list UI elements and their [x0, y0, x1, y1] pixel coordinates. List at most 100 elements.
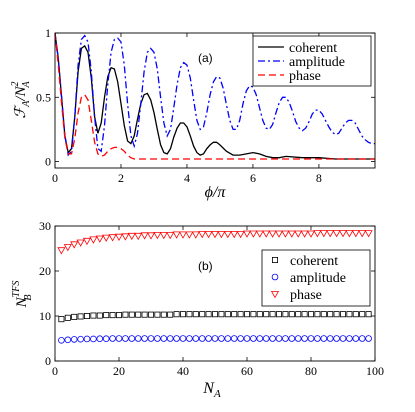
data-point-coherent [320, 311, 327, 318]
data-point-phase [57, 247, 66, 255]
data-point-coherent [103, 312, 110, 319]
panel-a-x-axis-label: ϕ/π [205, 184, 227, 201]
data-point-amplitude [192, 335, 200, 342]
data-point-phase [345, 230, 354, 238]
data-point-amplitude [109, 335, 116, 342]
data-point-phase [287, 230, 296, 238]
data-point-coherent [231, 311, 238, 318]
data-point-amplitude [198, 335, 206, 342]
data-point-phase [82, 237, 92, 246]
panel-a-ylabel-main: ℱ [13, 104, 29, 119]
data-point-amplitude [70, 336, 78, 343]
data-point-coherent [186, 311, 193, 318]
data-point-phase [364, 230, 373, 238]
data-point-coherent [263, 311, 270, 318]
data-point-phase [281, 230, 290, 238]
panel-b-ticks: 0 20 40 60 80 100 0 10 20 30 [39, 219, 384, 378]
data-point-amplitude [275, 335, 283, 342]
data-point-phase [191, 231, 200, 239]
y-tick-label: 1 [45, 26, 51, 40]
x-tick-label: 80 [305, 364, 317, 378]
data-point-coherent [237, 311, 244, 318]
data-point-phase [127, 232, 136, 241]
data-point-phase [63, 244, 72, 252]
data-point-coherent [116, 312, 123, 319]
panel-a-frame [54, 32, 376, 169]
x-tick-label: 4 [184, 171, 190, 185]
data-point-coherent [90, 312, 97, 319]
data-point-coherent [160, 311, 167, 318]
data-point-coherent [58, 316, 65, 323]
data-point-amplitude [320, 335, 328, 342]
data-point-phase [313, 230, 322, 238]
legend-marker-phase [270, 290, 280, 299]
data-point-amplitude [218, 335, 225, 342]
data-point-coherent [199, 311, 206, 318]
data-point-coherent [173, 311, 180, 318]
data-point-amplitude [128, 335, 136, 342]
data-point-amplitude [160, 335, 168, 342]
y-tick-label: 20 [39, 264, 51, 278]
data-point-amplitude [173, 335, 180, 342]
data-point-coherent [327, 311, 334, 318]
data-point-coherent [64, 314, 71, 321]
data-point-phase [89, 236, 98, 244]
data-point-amplitude [326, 335, 334, 342]
data-point-coherent [295, 311, 302, 318]
data-point-phase [338, 230, 348, 238]
x-tick-label: 100 [366, 364, 384, 378]
data-point-coherent [154, 311, 161, 318]
data-point-coherent [250, 311, 257, 318]
y-tick-label: 0 [45, 155, 51, 169]
data-point-coherent [269, 311, 276, 318]
data-point-amplitude [115, 335, 123, 342]
data-point-amplitude [256, 335, 264, 342]
data-point-phase [140, 232, 149, 240]
panel-b-xlabel-sub: A [213, 388, 221, 400]
legend-label-amplitude: amplitude [290, 271, 346, 286]
data-point-amplitude [211, 335, 219, 342]
legend-label-amplitude: amplitude [289, 55, 345, 70]
x-tick-label: 0 [52, 364, 58, 378]
data-point-phase [358, 230, 367, 238]
data-point-phase [210, 231, 220, 239]
data-point-amplitude [339, 335, 347, 342]
data-point-phase [114, 233, 124, 242]
data-point-amplitude [186, 335, 193, 342]
y-tick-label: 0.5 [36, 90, 51, 104]
data-point-phase [332, 230, 341, 238]
panel-a-y-axis-label: ℱA/N2A [10, 81, 32, 119]
panel-a-label: (a) [198, 51, 213, 65]
data-point-amplitude [205, 335, 212, 342]
panel-b-ylabel-main: N [14, 296, 30, 308]
panel-b-ylabel-sub: B [23, 295, 34, 301]
y-tick-label: 0 [45, 354, 51, 368]
legend-label-coherent: coherent [290, 254, 338, 269]
data-point-coherent [71, 313, 78, 320]
svg-text:ℱA/N2A: ℱA/N2A [10, 81, 32, 119]
data-point-coherent [167, 311, 174, 318]
data-point-coherent [147, 311, 154, 318]
data-point-amplitude [269, 335, 276, 342]
data-point-coherent [301, 311, 308, 318]
x-tick-label: 20 [113, 364, 125, 378]
data-point-amplitude [237, 335, 244, 342]
panel-a-plot-area [55, 33, 375, 160]
panel-a-ylabel-den: /N [13, 86, 29, 102]
data-point-amplitude [154, 335, 161, 342]
data-point-phase [198, 231, 207, 239]
data-point-amplitude [230, 335, 238, 342]
data-point-coherent [339, 311, 346, 318]
panel-a-legend-box [252, 35, 372, 87]
data-point-coherent [179, 311, 186, 318]
data-point-amplitude [83, 335, 91, 343]
x-tick-label: 0 [52, 171, 58, 185]
data-point-amplitude [90, 335, 97, 343]
data-point-phase [306, 230, 316, 238]
data-point-phase [300, 230, 309, 238]
data-point-coherent [275, 311, 282, 318]
data-point-coherent [243, 311, 250, 318]
data-point-amplitude [250, 335, 257, 342]
